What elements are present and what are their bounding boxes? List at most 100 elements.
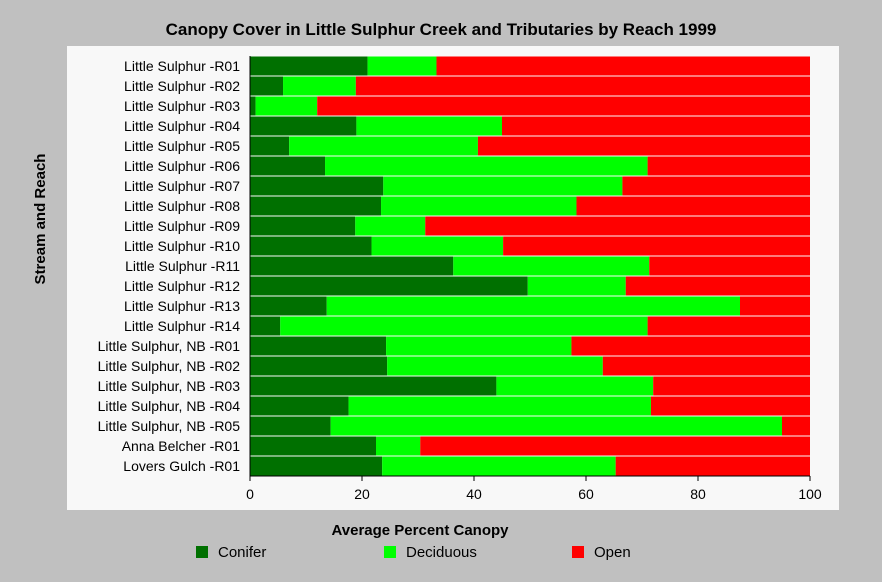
bar-deciduous-14 <box>386 336 572 356</box>
bar-conifer-16 <box>250 376 497 396</box>
category-label: Lovers Gulch -R01 <box>123 458 240 474</box>
category-labels: Little Sulphur -R01 Little Sulphur -R02 Li… <box>98 58 241 474</box>
legend-label-deciduous: Deciduous <box>406 543 477 561</box>
bar-open-9 <box>503 236 810 256</box>
legend-swatch-deciduous <box>384 546 396 558</box>
category-label: Little Sulphur -R07 <box>124 178 240 194</box>
bar-conifer-3 <box>250 116 357 136</box>
bar-open-8 <box>425 216 810 236</box>
bar-open-16 <box>653 376 810 396</box>
bar-conifer-13 <box>250 316 281 336</box>
chart-title: Canopy Cover in Little Sulphur Creek and… <box>165 20 717 39</box>
bar-deciduous-12 <box>326 296 740 316</box>
category-label: Little Sulphur -R08 <box>124 198 240 214</box>
x-tick-label: 100 <box>798 486 822 502</box>
bar-open-6 <box>622 176 810 196</box>
bar-conifer-7 <box>250 196 382 216</box>
bars-layer <box>250 56 810 476</box>
bar-open-14 <box>571 336 810 356</box>
bar-conifer-8 <box>250 216 356 236</box>
bar-deciduous-19 <box>376 436 421 456</box>
bar-open-4 <box>477 136 810 156</box>
bar-deciduous-10 <box>453 256 650 276</box>
category-label: Little Sulphur -R01 <box>124 58 240 74</box>
legend-swatch-conifer <box>196 546 208 558</box>
bar-deciduous-0 <box>367 56 437 76</box>
bar-open-3 <box>502 116 810 136</box>
bar-deciduous-2 <box>255 96 318 116</box>
bar-open-17 <box>650 396 810 416</box>
bar-deciduous-8 <box>355 216 426 236</box>
bar-open-18 <box>782 416 810 436</box>
bar-conifer-0 <box>250 56 368 76</box>
bar-open-13 <box>647 316 810 336</box>
bar-deciduous-11 <box>527 276 626 296</box>
bar-open-2 <box>317 96 810 116</box>
bar-conifer-1 <box>250 76 284 96</box>
legend-swatch-open <box>572 546 584 558</box>
bar-conifer-9 <box>250 236 372 256</box>
bar-conifer-5 <box>250 156 326 176</box>
bar-deciduous-20 <box>382 456 616 476</box>
category-label: Little Sulphur, NB -R02 <box>98 358 241 374</box>
bar-deciduous-3 <box>356 116 502 136</box>
bar-open-5 <box>647 156 810 176</box>
category-label: Little Sulphur -R06 <box>124 158 240 174</box>
bar-deciduous-17 <box>348 396 651 416</box>
bar-open-20 <box>615 456 810 476</box>
category-label: Little Sulphur -R10 <box>124 238 240 254</box>
bar-deciduous-9 <box>371 236 504 256</box>
bar-conifer-18 <box>250 416 331 436</box>
bar-open-12 <box>740 296 810 316</box>
category-label: Little Sulphur -R03 <box>124 98 240 114</box>
bar-deciduous-1 <box>283 76 356 96</box>
bar-conifer-20 <box>250 456 383 476</box>
category-label: Little Sulphur -R14 <box>124 318 240 334</box>
bar-open-7 <box>576 196 810 216</box>
bar-deciduous-6 <box>383 176 623 196</box>
category-label: Little Sulphur -R12 <box>124 278 240 294</box>
bar-deciduous-15 <box>387 356 603 376</box>
bar-conifer-19 <box>250 436 376 456</box>
category-label: Anna Belcher -R01 <box>122 438 241 454</box>
bar-deciduous-18 <box>330 416 782 436</box>
bar-conifer-17 <box>250 396 349 416</box>
category-label: Little Sulphur -R05 <box>124 138 240 154</box>
bar-conifer-6 <box>250 176 384 196</box>
bar-deciduous-4 <box>289 136 478 156</box>
bar-deciduous-7 <box>381 196 577 216</box>
legend-item-open: Open <box>572 542 631 562</box>
x-tick-label: 80 <box>690 486 706 502</box>
x-axis: 0 20 40 60 80 100 <box>246 56 822 502</box>
x-tick-label: 20 <box>354 486 370 502</box>
category-label: Little Sulphur -R02 <box>124 78 240 94</box>
bar-open-1 <box>355 76 810 96</box>
category-label: Little Sulphur -R11 <box>125 258 240 274</box>
bar-conifer-15 <box>250 356 388 376</box>
category-label: Little Sulphur -R09 <box>124 218 240 234</box>
bar-deciduous-5 <box>325 156 648 176</box>
bar-deciduous-13 <box>280 316 648 336</box>
legend-label-conifer: Conifer <box>218 543 267 561</box>
x-tick-label: 0 <box>246 486 254 502</box>
bar-conifer-11 <box>250 276 528 296</box>
bar-conifer-4 <box>250 136 290 156</box>
bar-conifer-12 <box>250 296 327 316</box>
bar-open-10 <box>649 256 810 276</box>
x-axis-label: Average Percent Canopy <box>331 522 509 539</box>
bar-conifer-2 <box>250 96 256 116</box>
category-label: Little Sulphur -R13 <box>124 298 240 314</box>
category-label: Little Sulphur, NB -R01 <box>98 338 241 354</box>
category-label: Little Sulphur, NB -R03 <box>98 378 241 394</box>
bar-deciduous-16 <box>496 376 654 396</box>
legend-item-conifer: Conifer <box>196 542 266 562</box>
bar-open-15 <box>602 356 810 376</box>
x-tick-label: 40 <box>466 486 482 502</box>
x-tick-label: 60 <box>578 486 594 502</box>
legend-item-deciduous: Deciduous <box>384 542 477 562</box>
bar-conifer-14 <box>250 336 387 356</box>
category-label: Little Sulphur, NB -R04 <box>98 398 241 414</box>
bar-open-19 <box>420 436 810 456</box>
y-axis-label: Stream and Reach <box>32 154 49 285</box>
